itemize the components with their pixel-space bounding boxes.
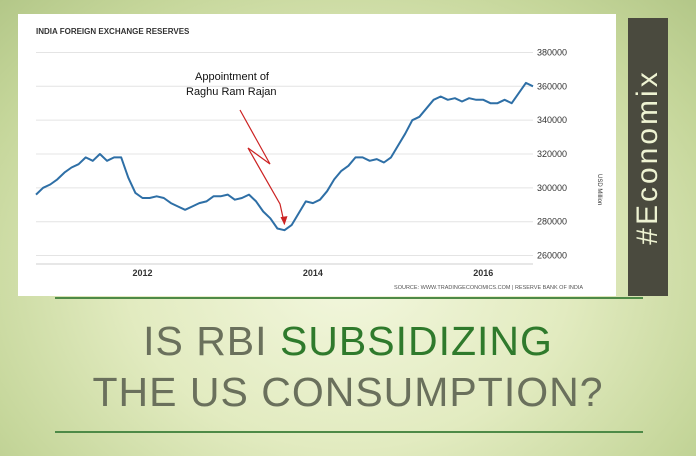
- annotation-text-line1: Appointment of: [195, 71, 270, 83]
- side-banner: [628, 18, 668, 296]
- y-tick-label-300000: 300000: [537, 183, 567, 193]
- y-tick-label-360000: 360000: [537, 81, 567, 91]
- x-axis: 2012 2014 2016: [36, 263, 533, 278]
- headline-rule-top: [55, 297, 643, 299]
- series-layer: [35, 81, 534, 232]
- x-tick-label-2012: 2012: [132, 268, 152, 278]
- annotation-arrowhead: [280, 216, 288, 226]
- chart-panel: INDIA FOREIGN EXCHANGE RESERVES 260000 28…: [18, 14, 616, 296]
- series-line-0: [35, 81, 534, 232]
- chart-source: SOURCE: WWW.TRADINGECONOMICS.COM | RESER…: [394, 285, 583, 291]
- annotation-text-line2: Raghu Ram Rajan: [186, 86, 277, 98]
- headline-prefix: IS RBI: [143, 318, 268, 364]
- x-tick-label-2016: 2016: [473, 268, 493, 278]
- chart-title: INDIA FOREIGN EXCHANGE RESERVES: [36, 27, 190, 36]
- headline-emphasis: SUBSIDIZING: [279, 318, 553, 364]
- y-tick-label-380000: 380000: [537, 47, 567, 57]
- y-tick-label-280000: 280000: [537, 217, 567, 227]
- annotation-arrow: [239, 109, 286, 225]
- headline-line-2: THE US CONSUMPTION?: [92, 369, 604, 415]
- economix-banner-text: #Economix: [631, 69, 664, 245]
- x-tick-label-2014: 2014: [303, 268, 323, 278]
- forex-reserves-chart: INDIA FOREIGN EXCHANGE RESERVES 260000 28…: [35, 27, 602, 291]
- annotation: Appointment of Raghu Ram Rajan: [186, 71, 288, 226]
- y-tick-label-260000: 260000: [537, 251, 567, 261]
- headline-rule-bottom: [55, 431, 643, 433]
- y-tick-label-340000: 340000: [537, 115, 567, 125]
- y-axis: 260000 280000 300000 320000 340000 360000 3800…: [537, 47, 567, 260]
- y-axis-unit-label: USD Million: [596, 174, 602, 205]
- headline-line-1: IS RBI SUBSIDIZING: [0, 318, 696, 365]
- y-tick-label-320000: 320000: [537, 149, 567, 159]
- gridlines: [36, 51, 533, 257]
